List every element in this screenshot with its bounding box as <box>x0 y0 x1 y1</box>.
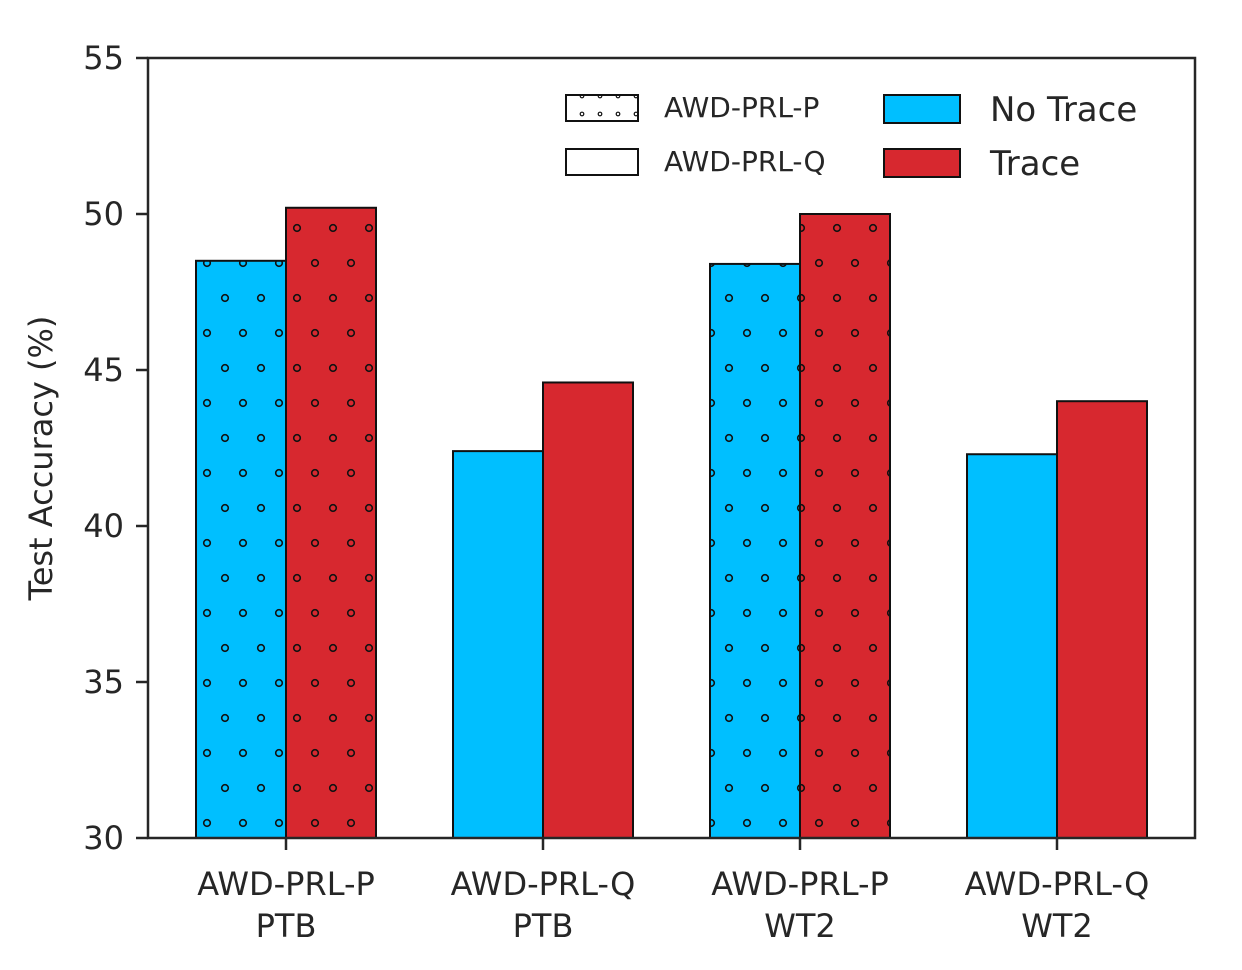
bar-no-trace-4 <box>966 453 1058 839</box>
legend: AWD-PRL-P AWD-PRL-Q No Trace Trace <box>565 90 1137 184</box>
y-tick-label: 55 <box>83 39 124 77</box>
legend-swatch-no-trace <box>883 94 961 124</box>
x-tick-label-line2: PTB <box>513 907 574 945</box>
y-tick-label: 40 <box>83 507 124 545</box>
bar-trace-4 <box>1056 400 1148 839</box>
bar-trace-3 <box>799 213 891 839</box>
bar-no-trace-2 <box>452 450 544 839</box>
bar-trace-2 <box>542 381 634 839</box>
y-axis-label: Test Accuracy (%) <box>22 316 60 602</box>
legend-label-no-trace: No Trace <box>990 90 1137 130</box>
x-tick-label-line1: AWD-PRL-Q <box>451 865 636 903</box>
bar-trace-1 <box>285 206 377 839</box>
y-axis: 30 35 40 45 50 55 <box>83 39 148 857</box>
legend-label-awd-prl-p: AWD-PRL-P <box>664 91 819 124</box>
y-tick-label: 50 <box>83 195 124 233</box>
bar-no-trace-1 <box>195 259 287 839</box>
legend-label-trace: Trace <box>989 144 1080 184</box>
x-tick-label-line1: AWD-PRL-P <box>197 865 375 903</box>
bar-no-trace-3 <box>709 262 801 840</box>
x-tick-label-line1: AWD-PRL-Q <box>965 865 1150 903</box>
legend-swatch-awd-prl-p <box>565 94 639 122</box>
bars-layer <box>195 206 1148 840</box>
x-tick-label-line1: AWD-PRL-P <box>711 865 889 903</box>
legend-label-awd-prl-q: AWD-PRL-Q <box>664 145 826 178</box>
x-tick-label-line2: PTB <box>256 907 317 945</box>
plot-frame <box>146 56 1197 840</box>
legend-swatch-awd-prl-q <box>565 148 639 176</box>
x-tick-label-line2: WT2 <box>764 907 836 945</box>
x-axis: AWD-PRL-P PTB AWD-PRL-Q PTB AWD-PRL-P WT2 AWD-… <box>197 838 1149 945</box>
legend-swatch-trace <box>883 148 961 178</box>
y-tick-label: 45 <box>83 351 124 389</box>
y-tick-label: 30 <box>83 819 124 857</box>
x-tick-label-line2: WT2 <box>1021 907 1093 945</box>
y-tick-label: 35 <box>83 663 124 701</box>
